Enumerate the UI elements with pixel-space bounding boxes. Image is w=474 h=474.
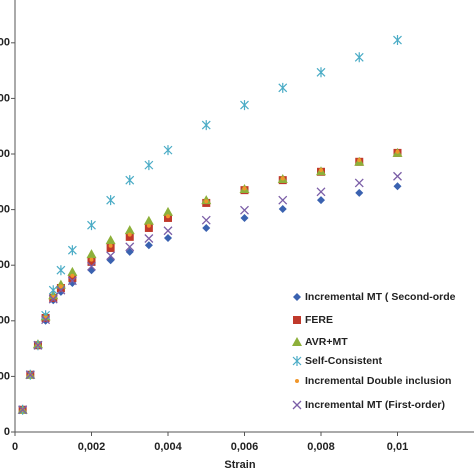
legend-label: Incremental MT (First-order)	[305, 399, 445, 411]
data-point	[105, 235, 116, 245]
data-point	[87, 220, 96, 231]
data-point	[125, 232, 134, 241]
data-point	[70, 273, 75, 278]
data-point	[319, 168, 323, 173]
data-point	[86, 249, 97, 259]
x-tick-label: 0,01	[387, 441, 408, 453]
legend-marker	[293, 293, 301, 301]
data-point	[357, 158, 362, 163]
data-point	[143, 215, 154, 225]
data-point	[87, 266, 96, 275]
data-point	[56, 265, 66, 276]
data-point	[41, 315, 51, 325]
data-point	[201, 215, 211, 225]
data-point	[87, 261, 96, 271]
data-point	[280, 176, 285, 181]
data-point	[354, 178, 364, 188]
data-point	[202, 223, 211, 232]
data-point	[146, 223, 151, 228]
data-point	[55, 279, 66, 289]
data-point	[25, 370, 35, 380]
data-point	[316, 67, 326, 78]
data-point	[278, 205, 287, 214]
data-point	[393, 182, 402, 191]
data-point	[317, 196, 325, 205]
data-point	[48, 285, 58, 296]
x-axis-label: Strain	[224, 459, 255, 471]
data-point	[163, 226, 173, 236]
data-point	[240, 205, 249, 215]
legend-marker	[293, 316, 301, 324]
data-point	[124, 225, 135, 235]
x-tick-label: 0,006	[231, 441, 259, 453]
data-point	[393, 35, 402, 46]
data-point	[125, 242, 135, 252]
data-point	[144, 234, 154, 243]
data-point	[240, 213, 249, 222]
data-point	[89, 257, 94, 262]
legend-label: AVR+MT	[305, 336, 348, 348]
data-point	[67, 276, 77, 286]
legend-marker	[292, 337, 302, 346]
data-point	[67, 266, 78, 276]
data-point	[48, 294, 58, 304]
data-point	[33, 340, 43, 350]
data-point	[393, 171, 402, 181]
legend-marker	[292, 356, 302, 366]
data-point	[18, 405, 28, 415]
data-point	[354, 52, 364, 63]
data-point	[125, 247, 134, 256]
data-point	[163, 145, 173, 156]
data-point	[240, 100, 249, 111]
data-point	[316, 187, 326, 197]
data-point	[242, 186, 247, 191]
data-point	[106, 243, 115, 252]
legend-label: FERE	[305, 314, 333, 326]
legend-marker	[295, 379, 299, 383]
data-point	[108, 243, 113, 248]
data-point	[67, 245, 77, 256]
data-point	[58, 284, 63, 289]
data-point	[106, 251, 116, 261]
legend-label: Incremental MT ( Second-orde	[305, 291, 456, 303]
data-point	[68, 273, 77, 282]
data-point	[125, 175, 135, 186]
data-point	[278, 82, 288, 93]
data-point	[144, 241, 153, 250]
x-tick-label: 0	[12, 441, 18, 453]
data-point	[144, 160, 154, 171]
data-point	[144, 223, 153, 232]
data-point	[163, 206, 173, 216]
data-point	[204, 199, 209, 204]
y-tick-label: 500	[0, 148, 10, 160]
data-point	[355, 188, 364, 197]
y-tick-label: 0	[4, 426, 10, 438]
y-tick-label: 700	[0, 37, 10, 49]
data-point	[164, 233, 172, 242]
y-tick-label: 300	[0, 259, 10, 271]
data-point	[56, 285, 66, 295]
legend-label: Incremental Double inclusion	[305, 375, 451, 387]
data-point	[106, 256, 115, 265]
data-point	[166, 214, 170, 219]
x-tick-label: 0,008	[307, 441, 335, 453]
data-point	[395, 149, 400, 154]
data-point	[106, 195, 116, 206]
y-tick-label: 200	[0, 315, 10, 327]
x-tick-label: 0,004	[154, 441, 182, 453]
data-point	[87, 257, 96, 266]
legend-label: Self-Consistent	[305, 355, 383, 367]
y-tick-label: 100	[0, 370, 10, 382]
data-point	[127, 232, 132, 237]
legend-marker	[292, 400, 302, 410]
x-tick-label: 0,002	[78, 441, 106, 453]
data-point	[278, 195, 288, 205]
y-tick-label: 600	[0, 92, 10, 104]
data-point	[201, 120, 211, 131]
y-tick-label: 400	[0, 204, 10, 216]
